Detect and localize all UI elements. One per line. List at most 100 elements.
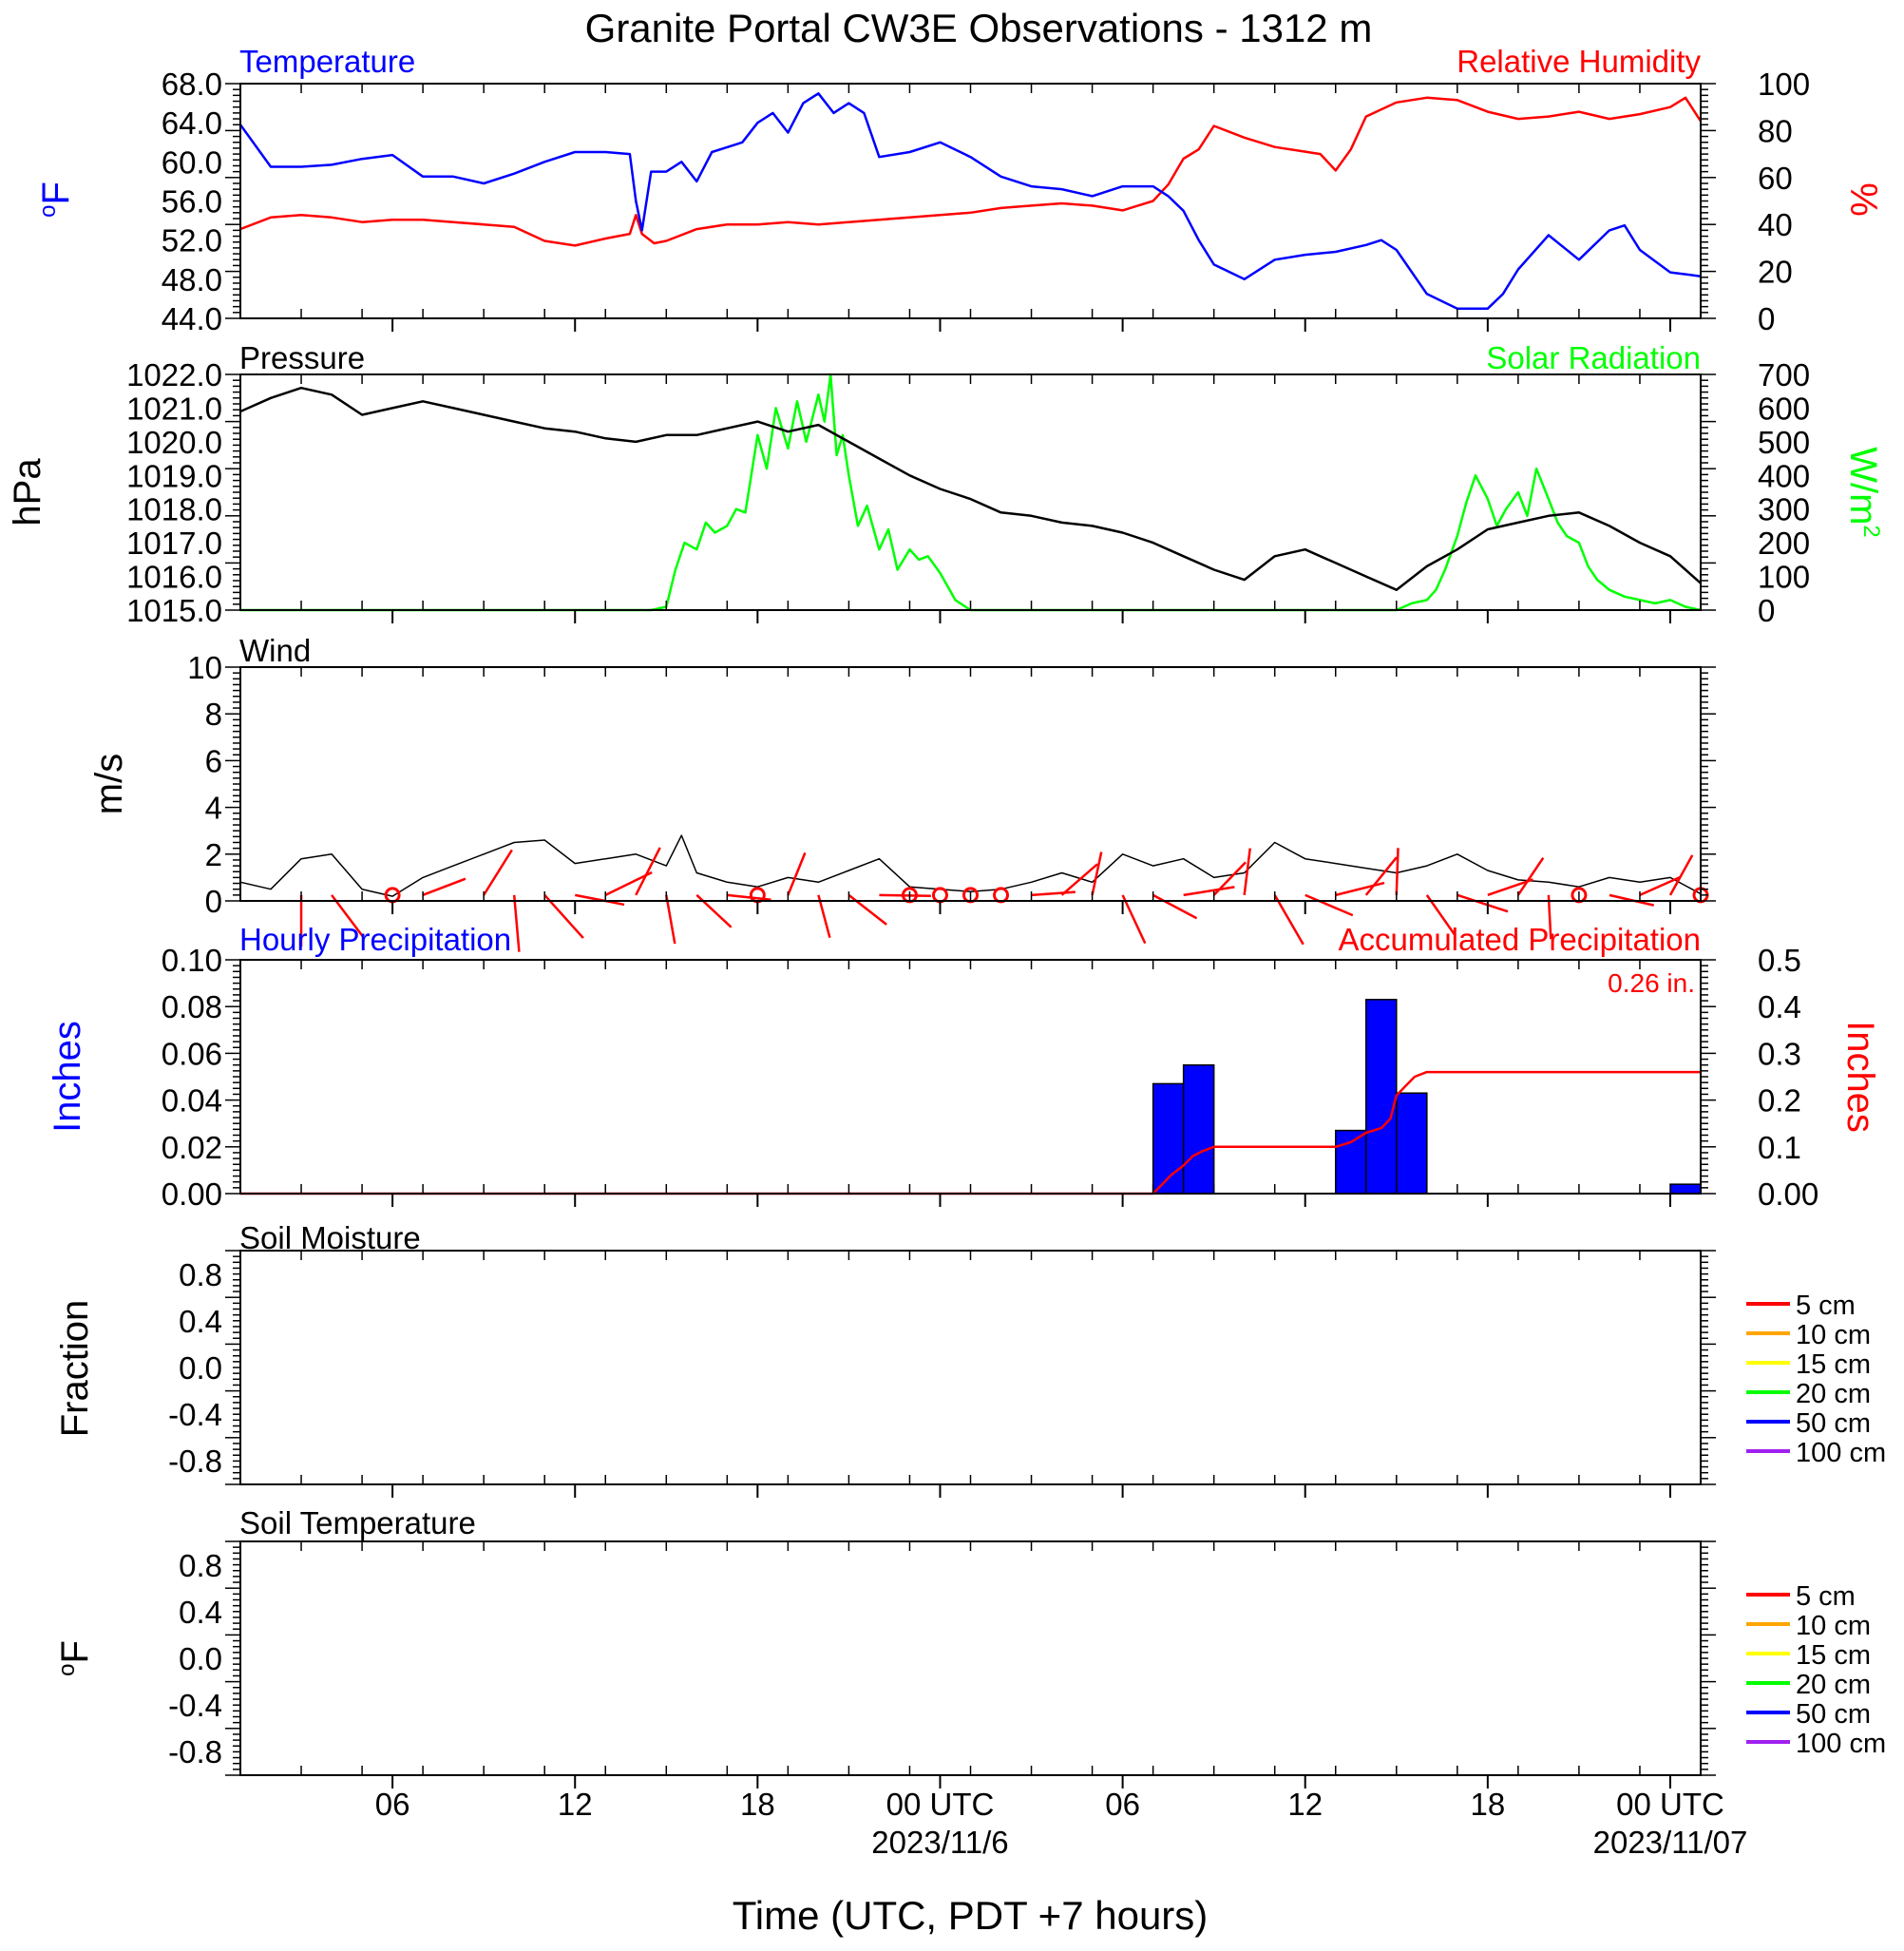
panel-precipitation: Hourly Precipitation Accumulated Precipi… [47, 922, 1881, 1212]
hourly-precip-tick-label: 0.08 [162, 989, 222, 1024]
soil-moisture-legend-label: 5 cm [1796, 1291, 1856, 1321]
soil-moisture-legend-label: 50 cm [1796, 1408, 1871, 1439]
precip-series-layer [240, 999, 1702, 1195]
wind-tick-label: 6 [205, 743, 222, 778]
wind-barb [1273, 894, 1304, 946]
wind-barb [1487, 878, 1533, 897]
hourly-precip-bar [1669, 1183, 1702, 1195]
temperature-unit: oF [35, 182, 77, 218]
soil-temperature-tick-label: 0.8 [179, 1548, 222, 1583]
wind-barb [1212, 861, 1247, 896]
solar-unit-exponent: 2 [1858, 525, 1884, 537]
time-tick-label: 12 [1287, 1787, 1323, 1822]
temperature-axis-ticks [225, 83, 1716, 332]
wind-barb [817, 894, 831, 938]
pressure-title: Pressure [239, 340, 365, 375]
soil-temperature-tick-labels: 0.8 0.4 0.0 -0.4 -0.8 [168, 1548, 222, 1769]
accum-precip-tick-label: 0.1 [1758, 1130, 1801, 1165]
accum-precip-line [240, 1070, 1701, 1195]
humidity-title: Relative Humidity [1457, 44, 1701, 79]
soil-moisture-axis-ticks [225, 1250, 1716, 1498]
pressure-tick-label: 1021.0 [126, 391, 222, 426]
temperature-tick-label: 44.0 [162, 301, 222, 336]
panel-temperature: Temperature Relative Humidity oF % 68.06… [35, 44, 1884, 336]
pressure-series-layer [239, 373, 1702, 612]
accum-precip-tick-label: 0.2 [1758, 1083, 1801, 1119]
hourly-precip-tick-labels: 0.10 0.08 0.06 0.04 0.02 0.00 [162, 943, 222, 1212]
temperature-tick-label: 68.0 [162, 67, 222, 102]
soil-moisture-tick-label: 0.0 [179, 1350, 222, 1386]
temperature-line [238, 92, 1702, 310]
soil-temperature-legend-label: 100 cm [1796, 1729, 1886, 1759]
pressure-tick-label: 1016.0 [126, 560, 222, 595]
time-tick-label: 06 [375, 1787, 410, 1822]
pressure-line [239, 386, 1702, 591]
temperature-tick-label: 56.0 [162, 184, 222, 220]
accum-precip-tick-label: 0.4 [1758, 989, 1801, 1024]
wind-barb [1060, 863, 1098, 896]
precip-total-label: 0.26 in. [1608, 968, 1695, 998]
soil-temperature-tick-label: -0.4 [168, 1688, 222, 1723]
soil-moisture-legend-label: 100 cm [1796, 1438, 1886, 1468]
pressure-tick-label: 1022.0 [126, 357, 222, 392]
temperature-tick-labels: 68.064.060.0 56.052.0 48.0 44.0 [162, 67, 222, 336]
soil-moisture-tick-label: -0.8 [168, 1444, 222, 1479]
wind-barb [635, 847, 661, 896]
wind-barb [1121, 894, 1147, 945]
soil-moisture-title: Soil Moisture [239, 1220, 421, 1255]
solar-tick-label: 500 [1758, 425, 1810, 460]
solar-tick-label: 100 [1758, 560, 1810, 595]
time-tick-label: 18 [740, 1787, 775, 1822]
humidity-tick-label: 100 [1758, 67, 1810, 102]
humidity-tick-label: 60 [1758, 161, 1793, 196]
wind-barb [483, 849, 513, 896]
wind-barb [1364, 856, 1398, 896]
wind-barb [512, 894, 521, 952]
pressure-tick-label: 1020.0 [126, 425, 222, 460]
temperature-unit-degree: o [35, 205, 61, 218]
solar-tick-label: 600 [1758, 391, 1810, 426]
soil-moisture-tick-label: 0.8 [179, 1257, 222, 1292]
humidity-unit: % [1842, 182, 1884, 217]
pressure-tick-labels: 1022.01021.01020.01019.01018.01017.01016… [126, 357, 222, 628]
wind-barb [1516, 857, 1545, 896]
hourly-precip-tick-label: 0.10 [162, 943, 222, 978]
temperature-tick-label: 64.0 [162, 105, 222, 141]
humidity-tick-labels: 100 80 60 40 20 0 [1758, 67, 1810, 336]
humidity-tick-label: 0 [1758, 301, 1775, 336]
wind-barb [665, 894, 676, 945]
humidity-tick-label: 40 [1758, 207, 1793, 242]
time-tick-label: 06 [1105, 1787, 1140, 1822]
wind-barb [1335, 881, 1385, 897]
temperature-series-layer [238, 92, 1703, 310]
accum-precip-tick-labels: 0.5 0.4 0.3 0.2 0.1 0.00 [1758, 943, 1818, 1212]
wind-barb [574, 893, 625, 907]
soil-moisture-tick-labels: 0.8 0.4 0.0 -0.4 -0.8 [168, 1257, 222, 1479]
soil-moisture-legend-label: 20 cm [1796, 1379, 1871, 1409]
wind-axis-ticks [225, 666, 1716, 914]
soil-temperature-legend-label: 10 cm [1796, 1611, 1871, 1641]
pressure-tick-label: 1019.0 [126, 458, 222, 493]
time-tick-label: 18 [1470, 1787, 1505, 1822]
accum-precip-unit: Inches [1839, 1021, 1881, 1133]
wind-barb [1183, 886, 1235, 897]
temperature-unit-letter: F [35, 182, 77, 204]
wind-barb [879, 893, 931, 898]
soil-temperature-tick-label: -0.8 [168, 1734, 222, 1769]
hourly-precip-bar [1335, 1129, 1367, 1195]
wind-barb [1457, 893, 1509, 913]
wind-tick-label: 0 [205, 884, 222, 919]
wind-barb [1091, 851, 1103, 896]
soil-temperature-legend-label: 15 cm [1796, 1640, 1871, 1671]
temperature-tick-label: 48.0 [162, 262, 222, 297]
soil-temperature-tick-label: 0.0 [179, 1641, 222, 1676]
solar-radiation-line [240, 373, 1702, 612]
panel-soil-temperature: Soil Temperature oF 0.8 0.4 0.0 -0.4 -0.8 5 … [54, 1505, 1886, 1776]
hourly-precip-bar [1182, 1063, 1215, 1195]
wind-barb [1031, 890, 1076, 897]
solar-tick-label: 400 [1758, 458, 1810, 493]
accum-precip-tick-label: 0.5 [1758, 943, 1801, 978]
panel-pressure: Pressure Solar Radiation hPa W/m2 1022.0… [7, 340, 1884, 628]
